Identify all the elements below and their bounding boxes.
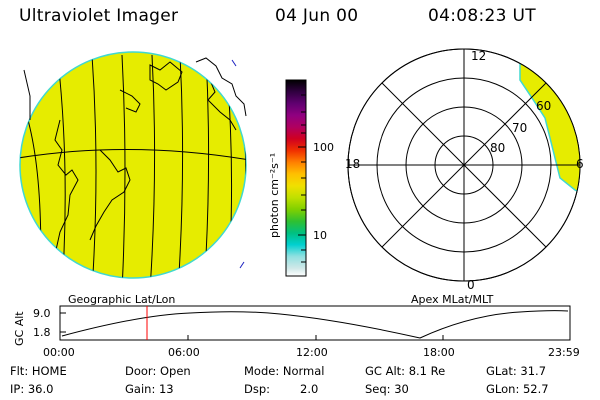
mlat-80-label: 80 (490, 141, 505, 155)
dsp-value: 2.0 (300, 382, 319, 396)
gain-value: Gain: 13 (125, 382, 174, 396)
time-tick-0600: 06:00 (168, 346, 200, 359)
gc-altitude: GC Alt: 8.1 Re (365, 364, 446, 378)
colorbar-units: photon cm⁻²s⁻¹ (268, 153, 281, 238)
geographic-label: Geographic Lat/Lon (68, 293, 176, 306)
mlt-12-label: 12 (471, 49, 486, 63)
colorbar-tick-10: 10 (313, 229, 327, 242)
altitude-ylabel: GC Alt (13, 311, 26, 346)
time-tick-1200: 12:00 (296, 346, 328, 359)
sequence-value: Seq: 30 (365, 382, 409, 396)
mlt-18-label: 18 (345, 157, 360, 171)
altitude-y-lo: 1.8 (33, 326, 51, 339)
time-tick-1800: 18:00 (423, 346, 455, 359)
mode-value: Mode: Normal (244, 364, 325, 378)
altitude-y-hi: 9.0 (33, 307, 51, 320)
mlat-60-label: 60 (536, 99, 551, 113)
mlat-70-label: 70 (512, 121, 527, 135)
instrument-title: Ultraviolet Imager (19, 6, 179, 26)
dsp-label: Dsp: (244, 382, 271, 396)
altitude-curve (61, 310, 569, 339)
date-label: 04 Jun 00 (275, 6, 359, 26)
mlt-6-label: 6 (576, 157, 584, 171)
geo-latitude: GLat: 31.7 (486, 364, 547, 378)
time-label: 04:08:23 UT (428, 6, 536, 26)
altitude-plot-frame (59, 305, 571, 341)
time-tick-2359: 23:59 (548, 346, 580, 359)
colorbar-tick-100: 100 (313, 141, 334, 154)
door-status: Door: Open (125, 364, 191, 378)
time-tick-0000: 00:00 (43, 346, 75, 359)
flight-status: Flt: HOME (10, 364, 67, 378)
ip-value: IP: 36.0 (10, 382, 54, 396)
mlt-0-label: 0 (467, 278, 475, 292)
geo-longitude: GLon: 52.7 (486, 382, 549, 396)
polar-emission-region (519, 59, 580, 202)
apex-label: Apex MLat/MLT (411, 293, 494, 306)
